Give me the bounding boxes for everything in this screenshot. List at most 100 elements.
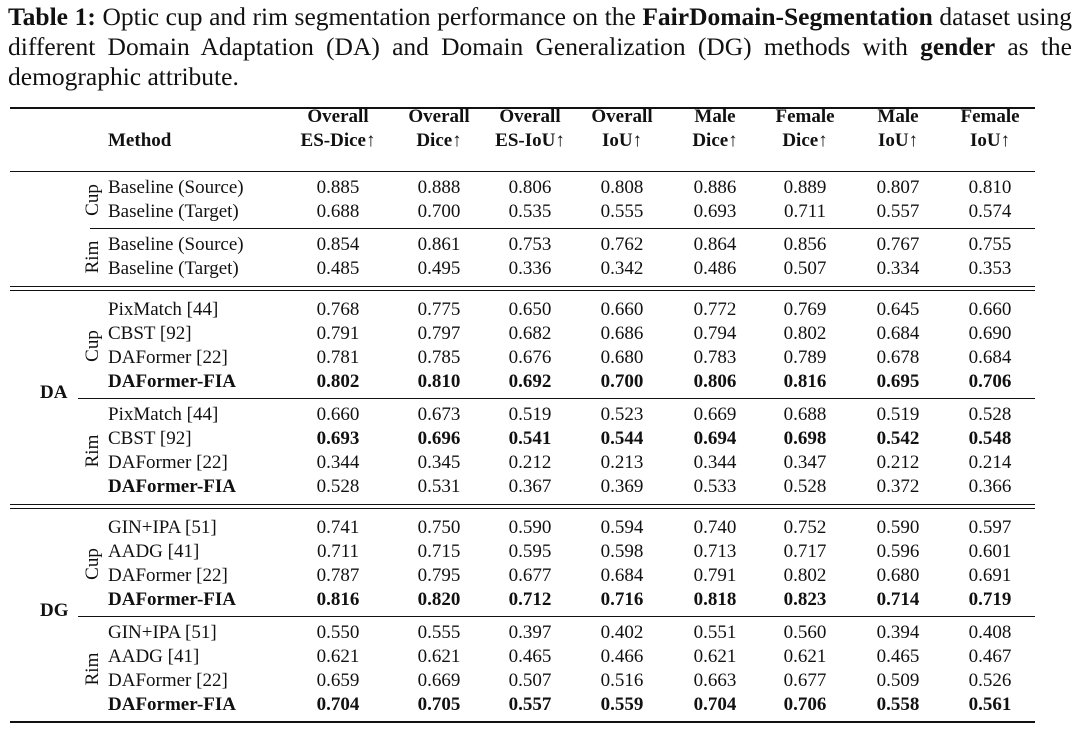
cell-value: 0.533	[693, 476, 737, 497]
cell-value: 0.740	[693, 517, 737, 538]
setting-label: DA	[40, 382, 68, 403]
cell-value: 0.621	[783, 646, 827, 667]
cell-value: 0.772	[693, 299, 737, 320]
cell-value: 0.486	[693, 258, 737, 279]
column-header: IoU↑	[969, 130, 1011, 151]
cell-value: 0.523	[600, 404, 644, 425]
cell-value: 0.650	[508, 299, 552, 320]
cell-value: 0.791	[693, 565, 737, 586]
cell-value: 0.367	[508, 476, 552, 497]
cell-value: 0.823	[783, 589, 827, 610]
cell-value: 0.372	[876, 476, 920, 497]
cell-value: 0.680	[600, 347, 644, 368]
cell-value: 0.694	[693, 428, 737, 449]
cell-value: 0.660	[968, 299, 1012, 320]
method-name: PixMatch [44]	[108, 404, 219, 425]
cell-value: 0.212	[508, 452, 552, 473]
cell-value: 0.750	[417, 517, 461, 538]
cell-value: 0.886	[693, 177, 737, 198]
cell-value: 0.715	[417, 541, 461, 562]
method-name: Baseline (Source)	[108, 234, 244, 255]
cell-value: 0.704	[316, 694, 360, 715]
cell-value: 0.767	[876, 234, 920, 255]
method-name: DAFormer [22]	[108, 452, 228, 473]
cell-value: 0.802	[783, 323, 827, 344]
cell-value: 0.663	[693, 670, 737, 691]
cell-value: 0.769	[783, 299, 827, 320]
cell-value: 0.700	[600, 371, 644, 392]
cell-value: 0.408	[968, 622, 1012, 643]
cell-value: 0.677	[783, 670, 827, 691]
cell-value: 0.693	[693, 201, 737, 222]
cell-value: 0.551	[693, 622, 737, 643]
cell-value: 0.686	[600, 323, 644, 344]
cell-value: 0.531	[417, 476, 461, 497]
rule	[10, 721, 1035, 723]
cell-value: 0.601	[968, 541, 1012, 562]
rule	[78, 616, 1035, 617]
cell-value: 0.526	[968, 670, 1012, 691]
method-name: Baseline (Target)	[108, 258, 239, 279]
cell-value: 0.802	[783, 565, 827, 586]
cell-value: 0.660	[316, 404, 360, 425]
cell-value: 0.810	[968, 177, 1012, 198]
cell-value: 0.783	[693, 347, 737, 368]
cell-value: 0.889	[783, 177, 827, 198]
method-name: GIN+IPA [51]	[108, 517, 217, 538]
column-header: Female	[960, 106, 1020, 127]
cell-value: 0.678	[876, 347, 920, 368]
cell-value: 0.528	[968, 404, 1012, 425]
column-header: IoU↑	[877, 130, 919, 151]
rule	[90, 228, 1035, 229]
column-header: Dice↑	[416, 130, 462, 151]
cell-value: 0.719	[968, 589, 1012, 610]
cell-value: 0.705	[417, 694, 461, 715]
method-name: GIN+IPA [51]	[108, 622, 217, 643]
method-name: AADG [41]	[108, 541, 200, 562]
cell-value: 0.700	[417, 201, 461, 222]
cell-value: 0.561	[968, 694, 1012, 715]
cell-value: 0.794	[693, 323, 737, 344]
column-header: Female	[775, 106, 835, 127]
rule	[10, 171, 1035, 172]
cell-value: 0.541	[508, 428, 552, 449]
method-name: CBST [92]	[108, 428, 192, 449]
column-header: IoU↑	[601, 130, 643, 151]
cell-value: 0.594	[600, 517, 644, 538]
cell-value: 0.366	[968, 476, 1012, 497]
cell-value: 0.706	[968, 371, 1012, 392]
cell-value: 0.528	[783, 476, 827, 497]
method-name: DAFormer-FIA	[108, 476, 237, 497]
caption-text: gender	[920, 32, 996, 61]
cell-value: 0.542	[876, 428, 920, 449]
cell-value: 0.550	[316, 622, 360, 643]
cell-value: 0.507	[508, 670, 552, 691]
part-label: Rim	[82, 240, 103, 274]
cell-value: 0.802	[316, 371, 360, 392]
cell-value: 0.397	[508, 622, 552, 643]
cell-value: 0.676	[508, 347, 552, 368]
caption-text: Optic cup and rim segmentation performan…	[95, 2, 643, 31]
cell-value: 0.768	[316, 299, 360, 320]
rule	[10, 107, 1035, 109]
cell-value: 0.544	[600, 428, 644, 449]
cell-value: 0.696	[417, 428, 461, 449]
cell-value: 0.795	[417, 565, 461, 586]
cell-value: 0.789	[783, 347, 827, 368]
cell-value: 0.660	[600, 299, 644, 320]
cell-value: 0.555	[600, 201, 644, 222]
column-header: Overall	[408, 106, 470, 127]
column-header: Male	[877, 106, 919, 127]
cell-value: 0.673	[417, 404, 461, 425]
column-header: Overall	[499, 106, 561, 127]
cell-value: 0.548	[968, 428, 1012, 449]
cell-value: 0.336	[508, 258, 552, 279]
cell-value: 0.806	[693, 371, 737, 392]
cell-value: 0.775	[417, 299, 461, 320]
caption-text: FairDomain-Segmentation	[642, 2, 933, 31]
method-name: AADG [41]	[108, 646, 200, 667]
cell-value: 0.712	[508, 589, 552, 610]
cell-value: 0.717	[783, 541, 827, 562]
cell-value: 0.574	[968, 201, 1012, 222]
method-name: DAFormer [22]	[108, 670, 228, 691]
